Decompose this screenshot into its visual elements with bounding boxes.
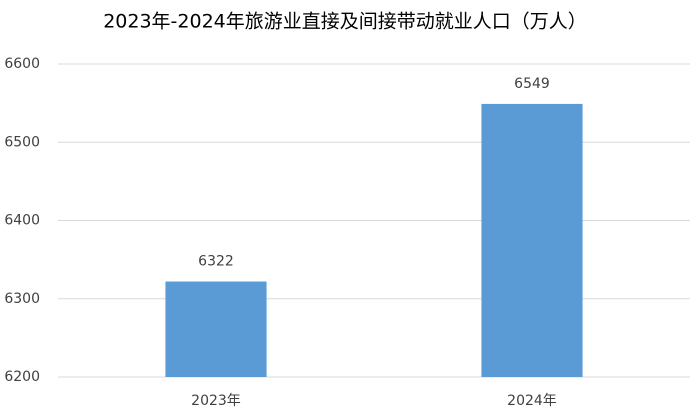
y-tick-label: 6600 (4, 56, 40, 72)
y-tick-label: 6300 (4, 291, 40, 307)
x-tick-label: 2023年 (191, 393, 241, 409)
bar (165, 281, 267, 377)
x-tick-label: 2024年 (507, 393, 557, 409)
y-tick-label: 6500 (4, 134, 40, 150)
data-label: 6322 (198, 254, 234, 270)
y-tick-label: 6400 (4, 213, 40, 229)
chart-title: 2023年-2024年旅游业直接及间接带动就业人口（万人） (103, 11, 587, 33)
y-tick-label: 6200 (4, 369, 40, 385)
bar (481, 103, 583, 377)
data-label: 6549 (514, 76, 550, 92)
